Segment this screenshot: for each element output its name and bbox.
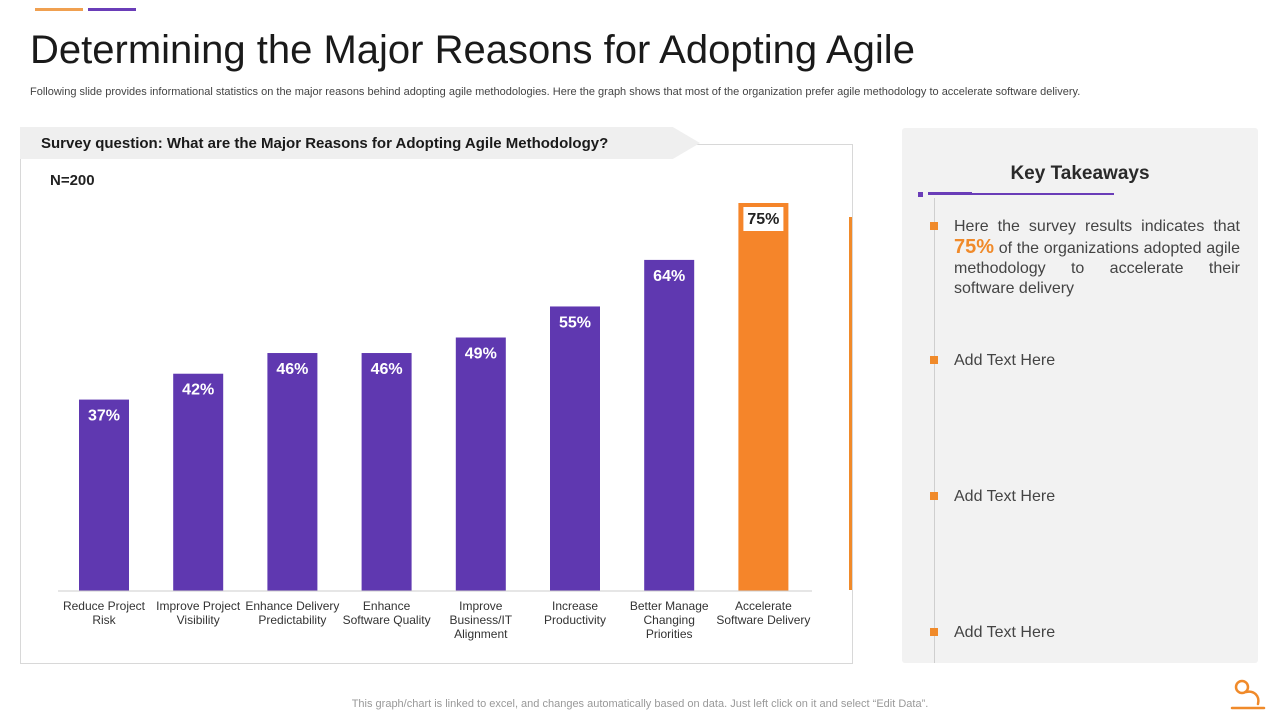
takeaway-item-1: Here the survey results indicates that 7… xyxy=(930,217,1240,299)
takeaway-text-4[interactable]: Add Text Here xyxy=(954,624,1056,641)
takeaway-highlight-value: 75% xyxy=(954,236,995,258)
bar-6[interactable] xyxy=(550,306,600,591)
data-label-8: 75% xyxy=(747,211,779,228)
bar-3[interactable] xyxy=(267,353,318,591)
bullet-square-icon xyxy=(930,628,938,636)
accent-line-purple xyxy=(88,8,136,11)
takeaways-underline xyxy=(928,193,1114,195)
takeaways-timeline-line xyxy=(934,198,935,663)
sample-size-label: N=200 xyxy=(50,172,95,189)
data-label-2: 42% xyxy=(182,382,214,399)
bullet-square-icon xyxy=(930,492,938,500)
category-label-2: Improve Project Visibility xyxy=(156,599,241,627)
data-label-6: 55% xyxy=(559,314,591,331)
page-title: Determining the Major Reasons for Adopti… xyxy=(30,28,915,72)
page-subtitle: Following slide provides informational s… xyxy=(30,86,1081,98)
data-label-5: 49% xyxy=(465,346,497,363)
takeaway-item-3: Add Text Here xyxy=(930,487,1240,507)
takeaway-text-before: Here the survey results indicates that xyxy=(954,218,1240,235)
bar-7[interactable] xyxy=(644,259,695,591)
takeaway-item-4: Add Text Here xyxy=(930,623,1240,643)
bar-chart[interactable]: 37% 42% 46% 46% 49% 55% 64% 75% Reduce Project R… xyxy=(0,0,860,660)
accent-line-orange xyxy=(35,8,83,11)
takeaway-item-2: Add Text Here xyxy=(930,351,1240,371)
bar-2[interactable] xyxy=(173,373,224,591)
takeaways-underline-accent xyxy=(928,192,972,195)
footer-note: This graph/chart is linked to excel, and… xyxy=(351,698,929,710)
chart-frame xyxy=(20,144,853,664)
bars-group xyxy=(79,203,789,591)
category-label-8: Accelerate Software Delivery xyxy=(716,599,810,627)
bullet-square-icon xyxy=(930,222,938,230)
category-label-6: Increase Productivity xyxy=(544,599,606,627)
survey-question: Survey question: What are the Major Reas… xyxy=(41,135,609,152)
category-labels-group: Reduce Project Risk Improve Project Visibil… xyxy=(63,599,810,641)
takeaway-text-after: of the organizations adopted agile metho… xyxy=(954,240,1240,297)
category-label-1: Reduce Project Risk xyxy=(63,599,146,627)
data-label-7: 64% xyxy=(653,268,685,285)
key-takeaways-title: Key Takeaways xyxy=(1010,163,1150,184)
category-label-3: Enhance Delivery Predictability xyxy=(245,599,339,627)
data-label-1: 37% xyxy=(88,408,120,425)
data-label-4: 46% xyxy=(371,361,403,378)
data-labels-group: 37% 42% 46% 46% 49% 55% 64% 75% xyxy=(88,207,784,425)
takeaway-text-1: Here the survey results indicates that 7… xyxy=(954,217,1240,299)
category-label-4: Enhance Software Quality xyxy=(343,599,431,627)
question-banner xyxy=(20,127,700,159)
bar-4[interactable] xyxy=(361,353,412,591)
takeaway-text-2[interactable]: Add Text Here xyxy=(954,352,1056,369)
bar-8[interactable] xyxy=(738,203,789,591)
chart-accent-rule xyxy=(849,217,852,590)
takeaway-text-3[interactable]: Add Text Here xyxy=(954,488,1056,505)
bar-1[interactable] xyxy=(79,399,129,591)
category-label-7: Better Manage Changing Priorities xyxy=(630,599,709,641)
data-label-3: 46% xyxy=(276,361,308,378)
brand-logo-icon xyxy=(1230,679,1266,710)
highlight-label-box xyxy=(743,207,784,231)
bar-5[interactable] xyxy=(455,337,506,591)
takeaways-line-dot xyxy=(918,192,923,197)
bullet-square-icon xyxy=(930,356,938,364)
category-label-5: Improve Business/IT Alignment xyxy=(449,599,512,641)
key-takeaways-panel: Key Takeaways Here the survey results in… xyxy=(902,128,1258,663)
